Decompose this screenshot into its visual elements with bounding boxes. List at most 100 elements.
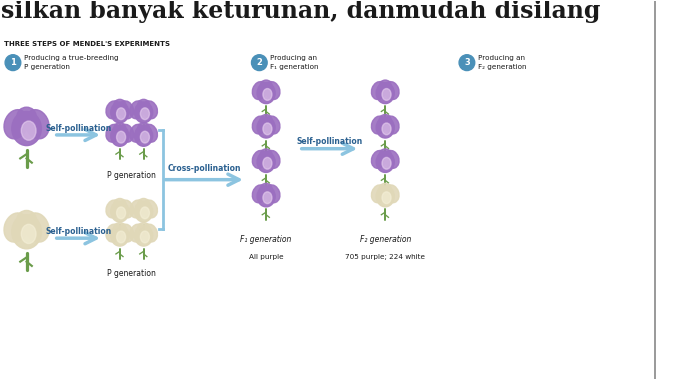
Ellipse shape xyxy=(372,185,386,203)
Ellipse shape xyxy=(130,124,145,142)
Ellipse shape xyxy=(134,225,153,246)
Ellipse shape xyxy=(379,80,391,90)
Ellipse shape xyxy=(143,200,158,218)
Ellipse shape xyxy=(385,82,399,100)
Ellipse shape xyxy=(252,116,267,134)
Text: silkan banyak keturunan, danmudah disilang: silkan banyak keturunan, danmudah disila… xyxy=(1,0,600,23)
Text: F₁ generation: F₁ generation xyxy=(241,235,292,244)
Ellipse shape xyxy=(382,157,391,169)
Ellipse shape xyxy=(372,116,386,134)
Ellipse shape xyxy=(263,123,272,135)
Ellipse shape xyxy=(12,111,42,146)
Text: Producing a true-breeding
P generation: Producing a true-breeding P generation xyxy=(24,55,119,70)
Ellipse shape xyxy=(263,192,272,204)
Ellipse shape xyxy=(385,116,399,134)
Ellipse shape xyxy=(130,200,145,218)
Text: Self-pollination: Self-pollination xyxy=(45,227,111,236)
Ellipse shape xyxy=(117,231,125,243)
Ellipse shape xyxy=(110,225,129,246)
Text: P generation: P generation xyxy=(107,269,155,278)
Ellipse shape xyxy=(138,99,149,110)
Ellipse shape xyxy=(119,224,134,242)
Text: Self-pollination: Self-pollination xyxy=(45,124,111,133)
Ellipse shape xyxy=(138,123,149,133)
Ellipse shape xyxy=(106,101,121,119)
Ellipse shape xyxy=(17,211,36,228)
Text: 705 purple; 224 white: 705 purple; 224 white xyxy=(345,254,426,260)
Ellipse shape xyxy=(382,192,391,204)
Ellipse shape xyxy=(21,121,36,140)
Ellipse shape xyxy=(143,101,158,119)
Text: All purple: All purple xyxy=(249,254,284,260)
Text: F₂ generation: F₂ generation xyxy=(359,235,411,244)
Ellipse shape xyxy=(117,108,125,120)
Ellipse shape xyxy=(130,101,145,119)
Ellipse shape xyxy=(134,201,153,222)
Ellipse shape xyxy=(119,124,134,142)
Ellipse shape xyxy=(382,123,391,135)
Text: 1: 1 xyxy=(10,58,16,67)
Ellipse shape xyxy=(134,102,153,123)
Ellipse shape xyxy=(265,185,280,203)
Ellipse shape xyxy=(379,183,391,194)
Ellipse shape xyxy=(114,123,125,133)
Ellipse shape xyxy=(382,89,391,100)
Ellipse shape xyxy=(143,224,158,242)
Ellipse shape xyxy=(114,99,125,110)
Ellipse shape xyxy=(252,150,267,168)
Ellipse shape xyxy=(376,117,394,138)
Circle shape xyxy=(459,55,475,71)
Ellipse shape xyxy=(261,80,272,90)
Ellipse shape xyxy=(25,213,49,242)
Ellipse shape xyxy=(261,149,272,159)
Ellipse shape xyxy=(117,131,125,143)
Ellipse shape xyxy=(376,186,394,207)
Ellipse shape xyxy=(21,224,36,244)
Ellipse shape xyxy=(114,198,125,209)
Ellipse shape xyxy=(138,223,149,233)
Ellipse shape xyxy=(263,157,272,169)
Ellipse shape xyxy=(4,213,28,242)
Ellipse shape xyxy=(17,107,36,124)
Text: Self-pollination: Self-pollination xyxy=(296,137,363,146)
Text: Producing an
F₂ generation: Producing an F₂ generation xyxy=(478,55,527,70)
Ellipse shape xyxy=(134,125,153,146)
Ellipse shape xyxy=(376,83,394,104)
Ellipse shape xyxy=(265,82,280,100)
Ellipse shape xyxy=(106,124,121,142)
Ellipse shape xyxy=(372,82,386,100)
Ellipse shape xyxy=(379,149,391,159)
Text: Producing an
F₁ generation: Producing an F₁ generation xyxy=(270,55,318,70)
Ellipse shape xyxy=(252,82,267,100)
Ellipse shape xyxy=(261,183,272,194)
Ellipse shape xyxy=(110,125,129,146)
Ellipse shape xyxy=(265,150,280,168)
Ellipse shape xyxy=(372,150,386,168)
Text: Cross-pollination: Cross-pollination xyxy=(168,164,241,173)
Text: 2: 2 xyxy=(256,58,263,67)
Text: 3: 3 xyxy=(464,58,470,67)
Ellipse shape xyxy=(385,150,399,168)
Ellipse shape xyxy=(138,198,149,209)
Ellipse shape xyxy=(257,117,275,138)
Ellipse shape xyxy=(4,110,28,139)
Ellipse shape xyxy=(110,201,129,222)
Ellipse shape xyxy=(25,110,49,139)
Ellipse shape xyxy=(106,224,121,242)
Ellipse shape xyxy=(385,185,399,203)
Ellipse shape xyxy=(265,116,280,134)
Ellipse shape xyxy=(119,200,134,218)
Ellipse shape xyxy=(143,124,158,142)
Ellipse shape xyxy=(376,152,394,173)
Text: THREE STEPS OF MENDEL'S EXPERIMENTS: THREE STEPS OF MENDEL'S EXPERIMENTS xyxy=(4,41,170,47)
Text: P generation: P generation xyxy=(107,171,155,180)
Ellipse shape xyxy=(140,131,149,143)
Circle shape xyxy=(5,55,20,71)
Ellipse shape xyxy=(263,89,272,100)
Circle shape xyxy=(252,55,267,71)
Ellipse shape xyxy=(257,186,275,207)
Ellipse shape xyxy=(130,224,145,242)
Ellipse shape xyxy=(114,223,125,233)
Ellipse shape xyxy=(140,108,149,120)
Ellipse shape xyxy=(379,114,391,125)
